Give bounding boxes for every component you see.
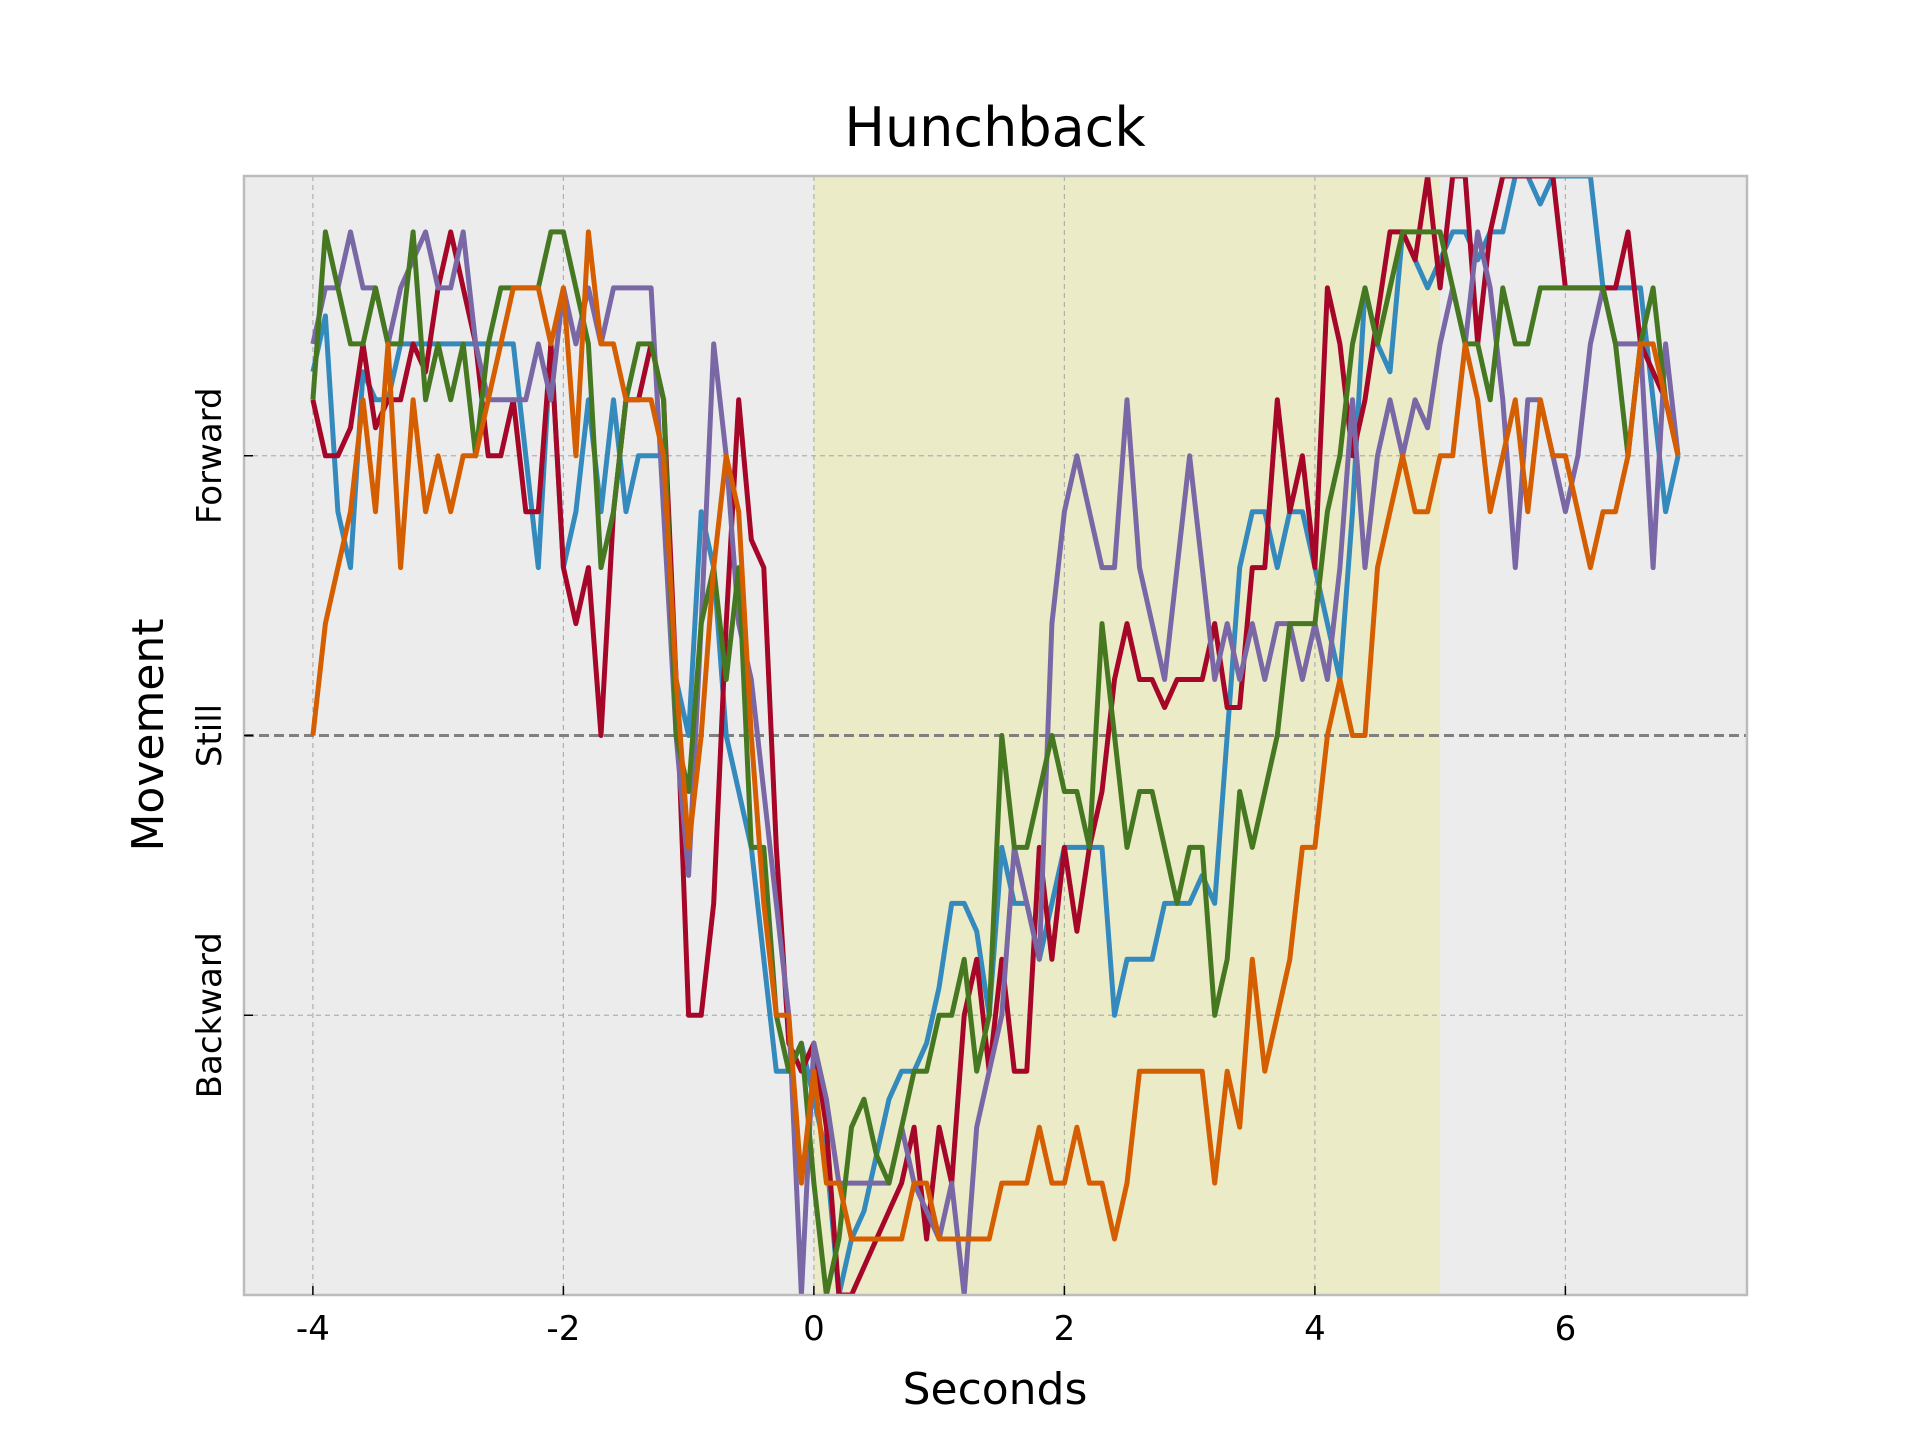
x-tick-label: 6 [1555, 1309, 1577, 1349]
x-tick-label: -2 [546, 1309, 580, 1349]
x-tick-label: 4 [1304, 1309, 1326, 1349]
x-axis-ticks: -4 -2 0 2 4 6 [296, 1286, 1576, 1349]
y-axis-ticks: Forward Still Backward [190, 387, 253, 1098]
series-lines [310, 176, 1681, 1295]
chart-title: Hunchback [844, 96, 1146, 159]
y-tick-label: Forward [190, 387, 230, 524]
x-tick-label: 0 [803, 1309, 825, 1349]
series-line-5 [310, 229, 1681, 1242]
x-tick-label: -4 [296, 1309, 330, 1349]
shaded-time-window [813, 176, 1441, 1295]
series-line-2 [310, 176, 1681, 1295]
y-tick-label: Still [190, 704, 230, 767]
y-axis-label: Movement [123, 618, 174, 851]
x-axis-label: Seconds [903, 1364, 1088, 1415]
x-tick-label: 2 [1054, 1309, 1076, 1349]
y-tick-label: Backward [190, 932, 230, 1098]
